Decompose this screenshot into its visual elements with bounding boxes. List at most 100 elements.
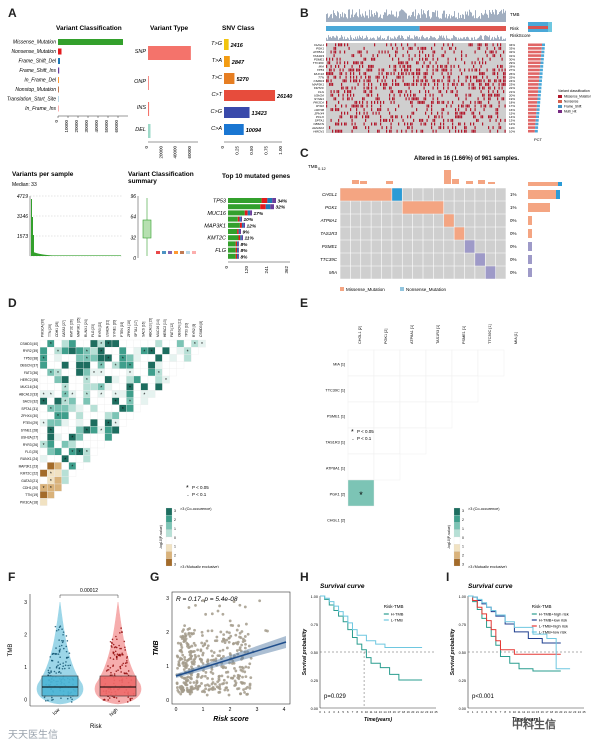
d-cell xyxy=(75,462,84,470)
b-mutation-cell xyxy=(390,72,392,76)
b-mutation-cell xyxy=(356,104,358,108)
f-point xyxy=(51,659,53,662)
f-point xyxy=(58,667,61,670)
b-riskscore-bar xyxy=(395,37,396,41)
b-mutation-cell xyxy=(420,118,422,122)
b-mutation-cell xyxy=(354,126,356,130)
b-tmb-bar xyxy=(373,16,374,22)
g-point xyxy=(211,686,214,690)
b-mutation-cell xyxy=(474,108,476,112)
vps-bar xyxy=(106,255,107,256)
b-mutation-cell xyxy=(483,72,485,76)
b-riskscore-bar xyxy=(358,38,359,41)
d-significance-mark: * xyxy=(86,450,88,456)
b-pct-bar xyxy=(536,115,539,119)
b-mutation-cell xyxy=(465,129,467,133)
b-mutation-cell xyxy=(405,72,407,76)
d-cell xyxy=(169,354,177,362)
c-title: Altered in 16 (1.66%) of 961 samples. xyxy=(414,156,519,162)
b-mutation-cell xyxy=(440,126,442,130)
top10-bar-segment xyxy=(237,253,239,259)
b-riskscore-bar xyxy=(505,38,506,41)
b-mutation-cell xyxy=(389,97,391,101)
d-significance-mark: * xyxy=(100,349,102,355)
b-mutation-cell xyxy=(494,86,496,90)
b-mutation-cell xyxy=(401,90,403,94)
watermark-right: 中科生信 xyxy=(512,719,556,731)
b-mutation-cell xyxy=(330,82,332,86)
b-tmb-bar xyxy=(495,9,496,22)
d-cell xyxy=(126,347,134,355)
b-tmb-bar xyxy=(419,14,420,22)
vps-bar xyxy=(38,253,39,256)
b-mutation-cell xyxy=(365,118,367,122)
b-mutation-cell xyxy=(365,115,367,119)
d-cell xyxy=(97,404,105,413)
b-mutation-cell xyxy=(366,104,368,108)
b-mutation-cell xyxy=(482,115,484,119)
b-mutation-cell xyxy=(336,57,338,61)
b-mutation-cell xyxy=(422,100,424,104)
b-tmb-bar xyxy=(371,10,372,22)
b-mutation-cell xyxy=(474,61,476,65)
b-gene-label: MAP3K1 xyxy=(312,83,324,87)
b-mutation-cell xyxy=(366,100,368,104)
f-point xyxy=(114,650,117,653)
top10-bar-segment xyxy=(237,216,240,222)
d-cell xyxy=(111,383,120,391)
b-riskscore-bar xyxy=(339,38,340,41)
b-mutation-cell xyxy=(354,122,356,126)
f-point xyxy=(58,649,61,652)
b-mutation-cell xyxy=(390,86,392,90)
vc-tick-label: 10000 xyxy=(64,120,69,133)
b-riskscore-bar xyxy=(424,38,425,41)
d-cell xyxy=(111,339,120,348)
b-riskscore-bar xyxy=(398,35,399,41)
b-riskscore-bar xyxy=(465,38,466,41)
b-riskscore-bar xyxy=(363,39,364,41)
b-mutation-cell xyxy=(417,100,419,104)
c-side-bar xyxy=(528,242,532,251)
g-point xyxy=(197,684,201,688)
f-point xyxy=(47,699,49,702)
km-xtick: 19 xyxy=(555,710,559,714)
vps-bar xyxy=(116,255,117,256)
b-mutation-cell xyxy=(489,79,491,83)
b-pct-label: 32% xyxy=(509,50,515,54)
b-mutation-cell xyxy=(464,68,466,72)
b-riskscore-bar xyxy=(412,38,413,41)
g-point xyxy=(194,686,198,690)
b-mutation-cell xyxy=(371,64,373,68)
b-mutation-cell xyxy=(347,61,349,65)
vc-bar xyxy=(58,67,60,74)
b-tmb-bar xyxy=(367,15,368,22)
b-mutation-cell xyxy=(386,75,388,79)
b-mutation-cell xyxy=(326,100,328,104)
b-mutation-cell xyxy=(440,122,442,126)
d-cell xyxy=(68,469,77,477)
b-mutation-cell xyxy=(429,93,431,97)
f-point xyxy=(68,652,71,654)
b-riskscore-bar xyxy=(431,36,432,41)
vps-bar xyxy=(91,255,92,256)
km-pvalue: p=0.029 xyxy=(324,694,347,700)
b-pct-bar xyxy=(528,90,539,93)
d-cell xyxy=(119,339,127,348)
b-mutation-cell xyxy=(377,93,379,97)
km-curve xyxy=(468,595,571,670)
d-significance-mark: * xyxy=(43,393,45,399)
vps-bar xyxy=(83,255,84,256)
g-point xyxy=(223,641,227,644)
f-point xyxy=(113,673,116,675)
b-tmb-bar xyxy=(414,16,415,22)
b-tmb-bar xyxy=(422,14,423,22)
g-point xyxy=(239,668,243,672)
g-point xyxy=(241,640,245,644)
b-tmb-bar xyxy=(502,13,503,22)
b-mutation-cell xyxy=(335,122,337,126)
b-riskscore-bar xyxy=(484,35,485,41)
b-tmb-bar xyxy=(446,14,447,22)
b-mutation-cell xyxy=(356,68,358,72)
b-riskscore-bar xyxy=(437,39,438,41)
b-mutation-cell xyxy=(426,68,428,72)
